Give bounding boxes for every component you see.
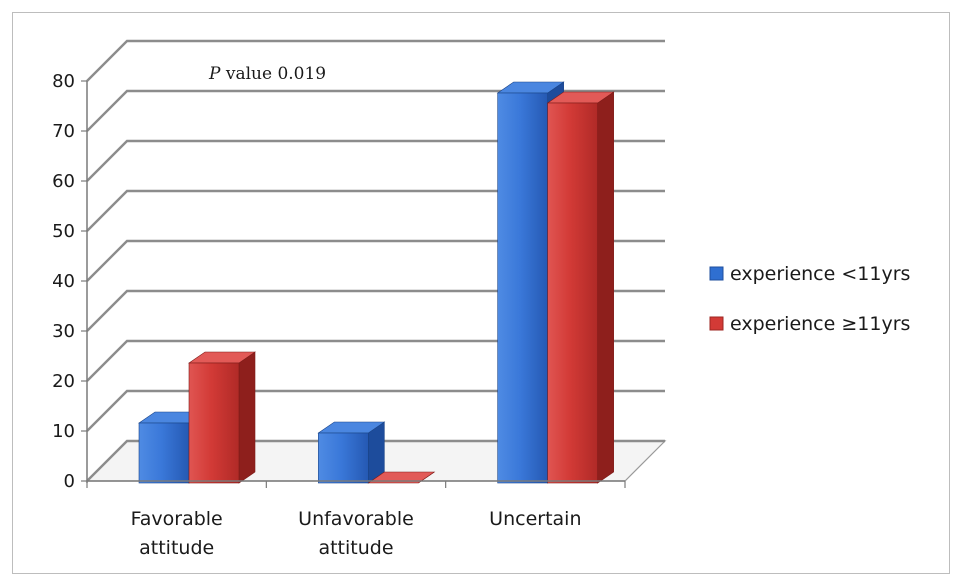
x-category-label: Uncertain xyxy=(489,508,581,530)
gridline xyxy=(86,289,665,332)
gridline xyxy=(86,439,665,482)
x-axis-labels: Favorable attitude Unfavorable attitude Unce… xyxy=(131,508,582,559)
gridline xyxy=(86,39,665,82)
legend-item-series-1: experience <11yrs xyxy=(709,263,910,285)
gridline xyxy=(86,389,665,432)
x-category-label: Unfavorable attitude xyxy=(298,508,414,559)
y-tick-label: 40 xyxy=(52,271,75,292)
legend: experience <11yrs experience ≥11yrs xyxy=(709,263,910,335)
gridline xyxy=(86,89,665,132)
x-category-label: Favorable attitude xyxy=(131,508,223,559)
y-tick-label: 70 xyxy=(52,121,75,142)
y-tick-label: 20 xyxy=(52,371,75,392)
legend-swatch-series-1 xyxy=(709,266,724,281)
y-tick-label: 50 xyxy=(52,221,75,242)
y-tick-label: 60 xyxy=(52,171,75,192)
legend-item-series-2: experience ≥11yrs xyxy=(709,313,910,335)
y-tick-label: 0 xyxy=(64,471,75,492)
legend-label-series-1: experience <11yrs xyxy=(730,263,910,285)
y-axis-ticks: 0 10 20 30 40 50 60 70 80 xyxy=(52,71,87,492)
chart-frame: 0 10 20 30 40 50 60 70 80 Favorable attitude Unfav… xyxy=(12,12,950,574)
axes xyxy=(86,81,626,488)
gridlines xyxy=(86,39,665,482)
y-tick-label: 30 xyxy=(52,321,75,342)
y-tick-label: 10 xyxy=(52,421,75,442)
p-value-annotation: P value 0.019 xyxy=(208,64,326,84)
gridline xyxy=(86,189,665,232)
bar-series-1-2 xyxy=(317,421,386,484)
gridline xyxy=(86,339,665,382)
gridline xyxy=(86,139,665,182)
gridline xyxy=(86,239,665,282)
bar-series-2-3 xyxy=(546,91,615,484)
y-tick-label: 80 xyxy=(52,71,75,92)
bar-chart: 0 10 20 30 40 50 60 70 80 Favorable attitude Unfav… xyxy=(52,39,910,559)
legend-swatch-series-2 xyxy=(709,316,724,331)
bar-series-2-1 xyxy=(188,351,256,484)
bars xyxy=(138,81,615,484)
legend-label-series-2: experience ≥11yrs xyxy=(730,313,910,335)
